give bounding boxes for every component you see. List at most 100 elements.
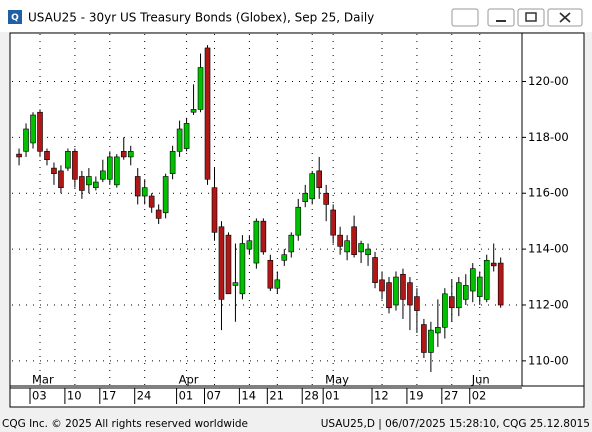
candle-body	[449, 296, 455, 309]
candle-body	[232, 282, 239, 286]
minimize-button[interactable]	[487, 8, 515, 27]
x-tick-label: 14	[241, 389, 256, 403]
candle-body	[218, 226, 225, 300]
candle-body	[309, 173, 316, 200]
candle-body	[344, 240, 350, 253]
candle-body	[490, 262, 497, 267]
maximize-button[interactable]	[517, 8, 545, 27]
x-tick-label: 01	[179, 389, 194, 403]
x-tick-label: 03	[32, 389, 47, 403]
candle-body	[455, 282, 462, 309]
x-tick-label: 07	[207, 389, 222, 403]
candle-body	[386, 282, 392, 309]
month-label: May	[325, 373, 349, 387]
candle-body	[211, 187, 218, 233]
candle-body	[421, 324, 427, 353]
x-tick-label: 21	[269, 389, 284, 403]
app-icon-letter: Q	[11, 13, 19, 23]
candle-body	[58, 170, 64, 188]
y-tick-label: 120-00	[528, 74, 569, 88]
x-tick-label: 10	[67, 389, 82, 403]
x-tick-label: 17	[102, 389, 117, 403]
candle-body	[176, 128, 183, 152]
x-tick-label: 01	[325, 389, 340, 403]
candle-body	[225, 234, 232, 295]
candle-body	[267, 259, 274, 289]
month-label: Mar	[32, 373, 54, 387]
x-tick-label: 19	[409, 389, 424, 403]
candle-body	[23, 128, 29, 152]
window-title: USAU25 - 30yr US Treasury Bonds (Globex)…	[28, 11, 374, 25]
candle-body	[323, 192, 329, 205]
candle-body	[358, 243, 364, 253]
footer-right: USAU25,D | 06/07/2025 15:28:10, CQG 25.1…	[321, 418, 590, 430]
candle-body	[120, 151, 127, 158]
app-icon	[8, 10, 22, 24]
candle-body	[414, 296, 420, 311]
candle-body	[51, 167, 57, 174]
candle-body	[379, 279, 385, 292]
candle-body	[197, 67, 204, 110]
candle-body	[260, 220, 267, 253]
candle-body	[183, 123, 190, 149]
candle-body	[107, 156, 113, 180]
candle-body	[337, 234, 343, 247]
candle-body	[113, 156, 120, 186]
candle-body	[483, 259, 490, 300]
month-label: Apr	[179, 373, 199, 387]
candle-body	[372, 257, 378, 283]
candle-body	[37, 111, 43, 152]
candle-body	[393, 276, 399, 306]
candle-body	[281, 254, 288, 261]
candle-body	[428, 329, 434, 353]
link-button[interactable]	[451, 8, 479, 27]
close-glyph	[559, 12, 571, 23]
candle-body	[134, 176, 141, 197]
candle-body	[30, 114, 36, 144]
candle-body	[239, 243, 246, 295]
candle-body	[400, 273, 406, 300]
candle-body	[407, 282, 413, 306]
candle-body	[274, 279, 281, 289]
candle-body	[288, 234, 295, 253]
candle-body	[302, 192, 309, 202]
candle-body	[65, 151, 71, 169]
candle-body	[246, 240, 253, 250]
candle-body	[155, 209, 162, 219]
candle-body	[497, 262, 504, 306]
y-tick-label: 118-00	[528, 130, 569, 144]
candle-body	[435, 327, 441, 334]
month-label: Jun	[471, 373, 490, 387]
candle-body	[190, 109, 197, 113]
candle-body	[253, 220, 260, 264]
candle-body	[162, 176, 169, 214]
candle-body	[86, 176, 92, 186]
candle-body	[127, 151, 134, 158]
candle-body	[442, 293, 448, 328]
candle-body	[44, 151, 50, 161]
maximize-glyph	[525, 12, 537, 22]
candle-body	[79, 176, 85, 191]
candle-body	[204, 47, 211, 180]
y-tick-label: 112-00	[528, 297, 569, 311]
candle-body	[148, 195, 155, 208]
candle-body	[16, 153, 22, 158]
x-tick-label: 28	[304, 389, 319, 403]
candle-body	[100, 170, 106, 180]
candle-body	[72, 151, 78, 180]
x-tick-label: 27	[444, 389, 459, 403]
candle-body	[295, 206, 302, 236]
x-tick-label: 24	[137, 389, 152, 403]
candle-body	[365, 248, 371, 255]
x-tick-label: 02	[472, 389, 487, 403]
y-tick-label: 116-00	[528, 186, 569, 200]
y-tick-label: 110-00	[528, 353, 569, 367]
candle-body	[169, 151, 176, 174]
candle-body	[141, 187, 148, 197]
candle-body	[462, 285, 469, 300]
candle-body	[476, 276, 483, 297]
candle-body	[351, 226, 357, 255]
candle-body	[330, 209, 336, 236]
